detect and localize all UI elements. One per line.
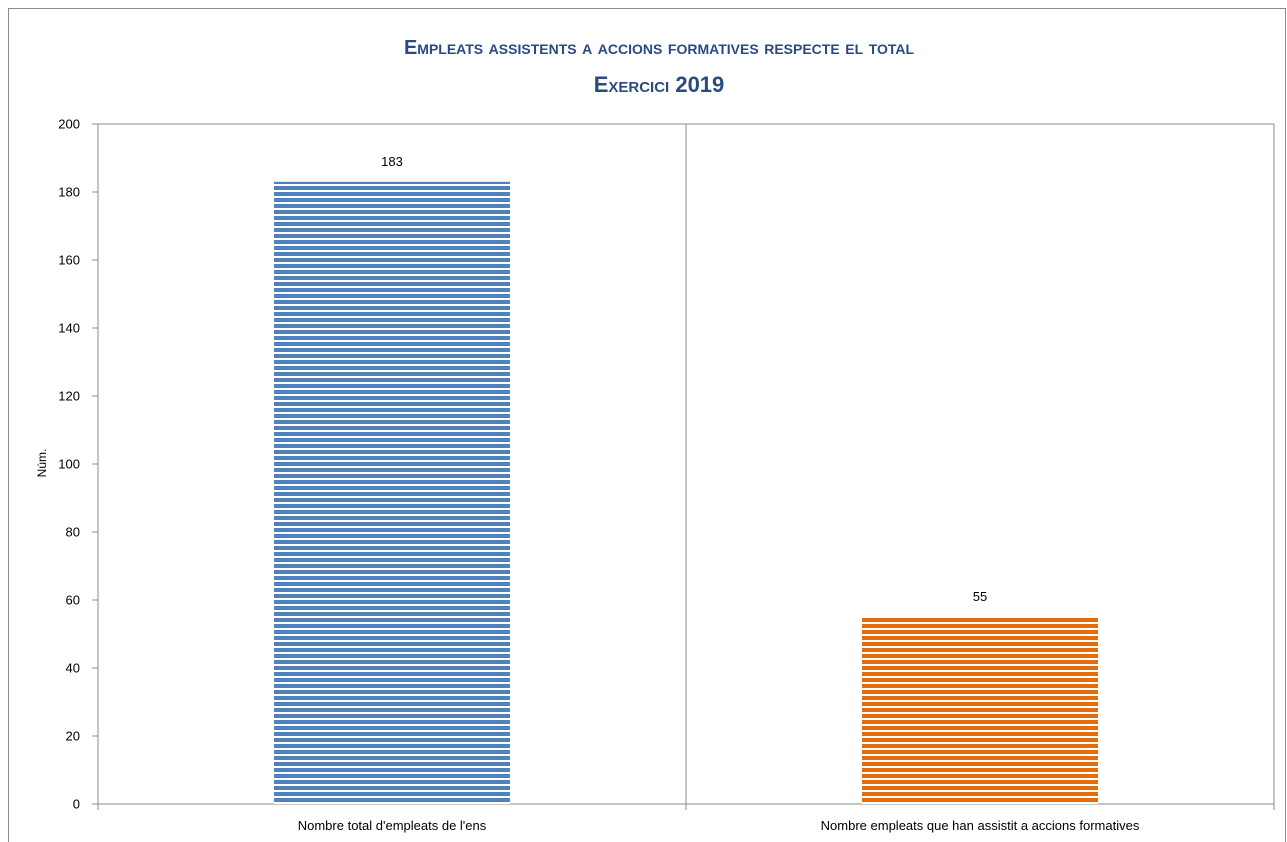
x-category-label: Nombre total d'empleats de l'ens — [298, 818, 487, 833]
y-tick-label: 20 — [66, 729, 80, 744]
y-tick-label: 100 — [58, 457, 80, 472]
y-tick-label: 80 — [66, 525, 80, 540]
bar-value-label: 55 — [973, 589, 987, 604]
bar — [274, 181, 510, 805]
y-tick-label: 160 — [58, 253, 80, 268]
x-category-label: Nombre empleats que han assistit a accio… — [821, 818, 1140, 833]
y-tick-label: 60 — [66, 593, 80, 608]
y-tick-label: 120 — [58, 389, 80, 404]
y-tick-label: 40 — [66, 661, 80, 676]
chart-subtitle: Exercici 2019 — [594, 72, 725, 97]
x-axis: Nombre total d'empleats de l'ens Nombre e… — [97, 804, 1275, 833]
data-labels: 183 55 — [381, 154, 987, 604]
y-tick-label: 140 — [58, 321, 80, 336]
y-axis-label: Núm. — [35, 449, 49, 478]
y-tick-label: 0 — [73, 797, 80, 812]
y-axis: 0 20 40 60 80 100 120 140 160 180 200 — [58, 117, 98, 812]
bar — [862, 617, 1098, 804]
y-tick-label: 180 — [58, 185, 80, 200]
bars — [274, 181, 1098, 805]
bar-value-label: 183 — [381, 154, 403, 169]
y-tick-label: 200 — [58, 117, 80, 132]
chart-title: Empleats assistents a accions formatives… — [404, 37, 915, 59]
